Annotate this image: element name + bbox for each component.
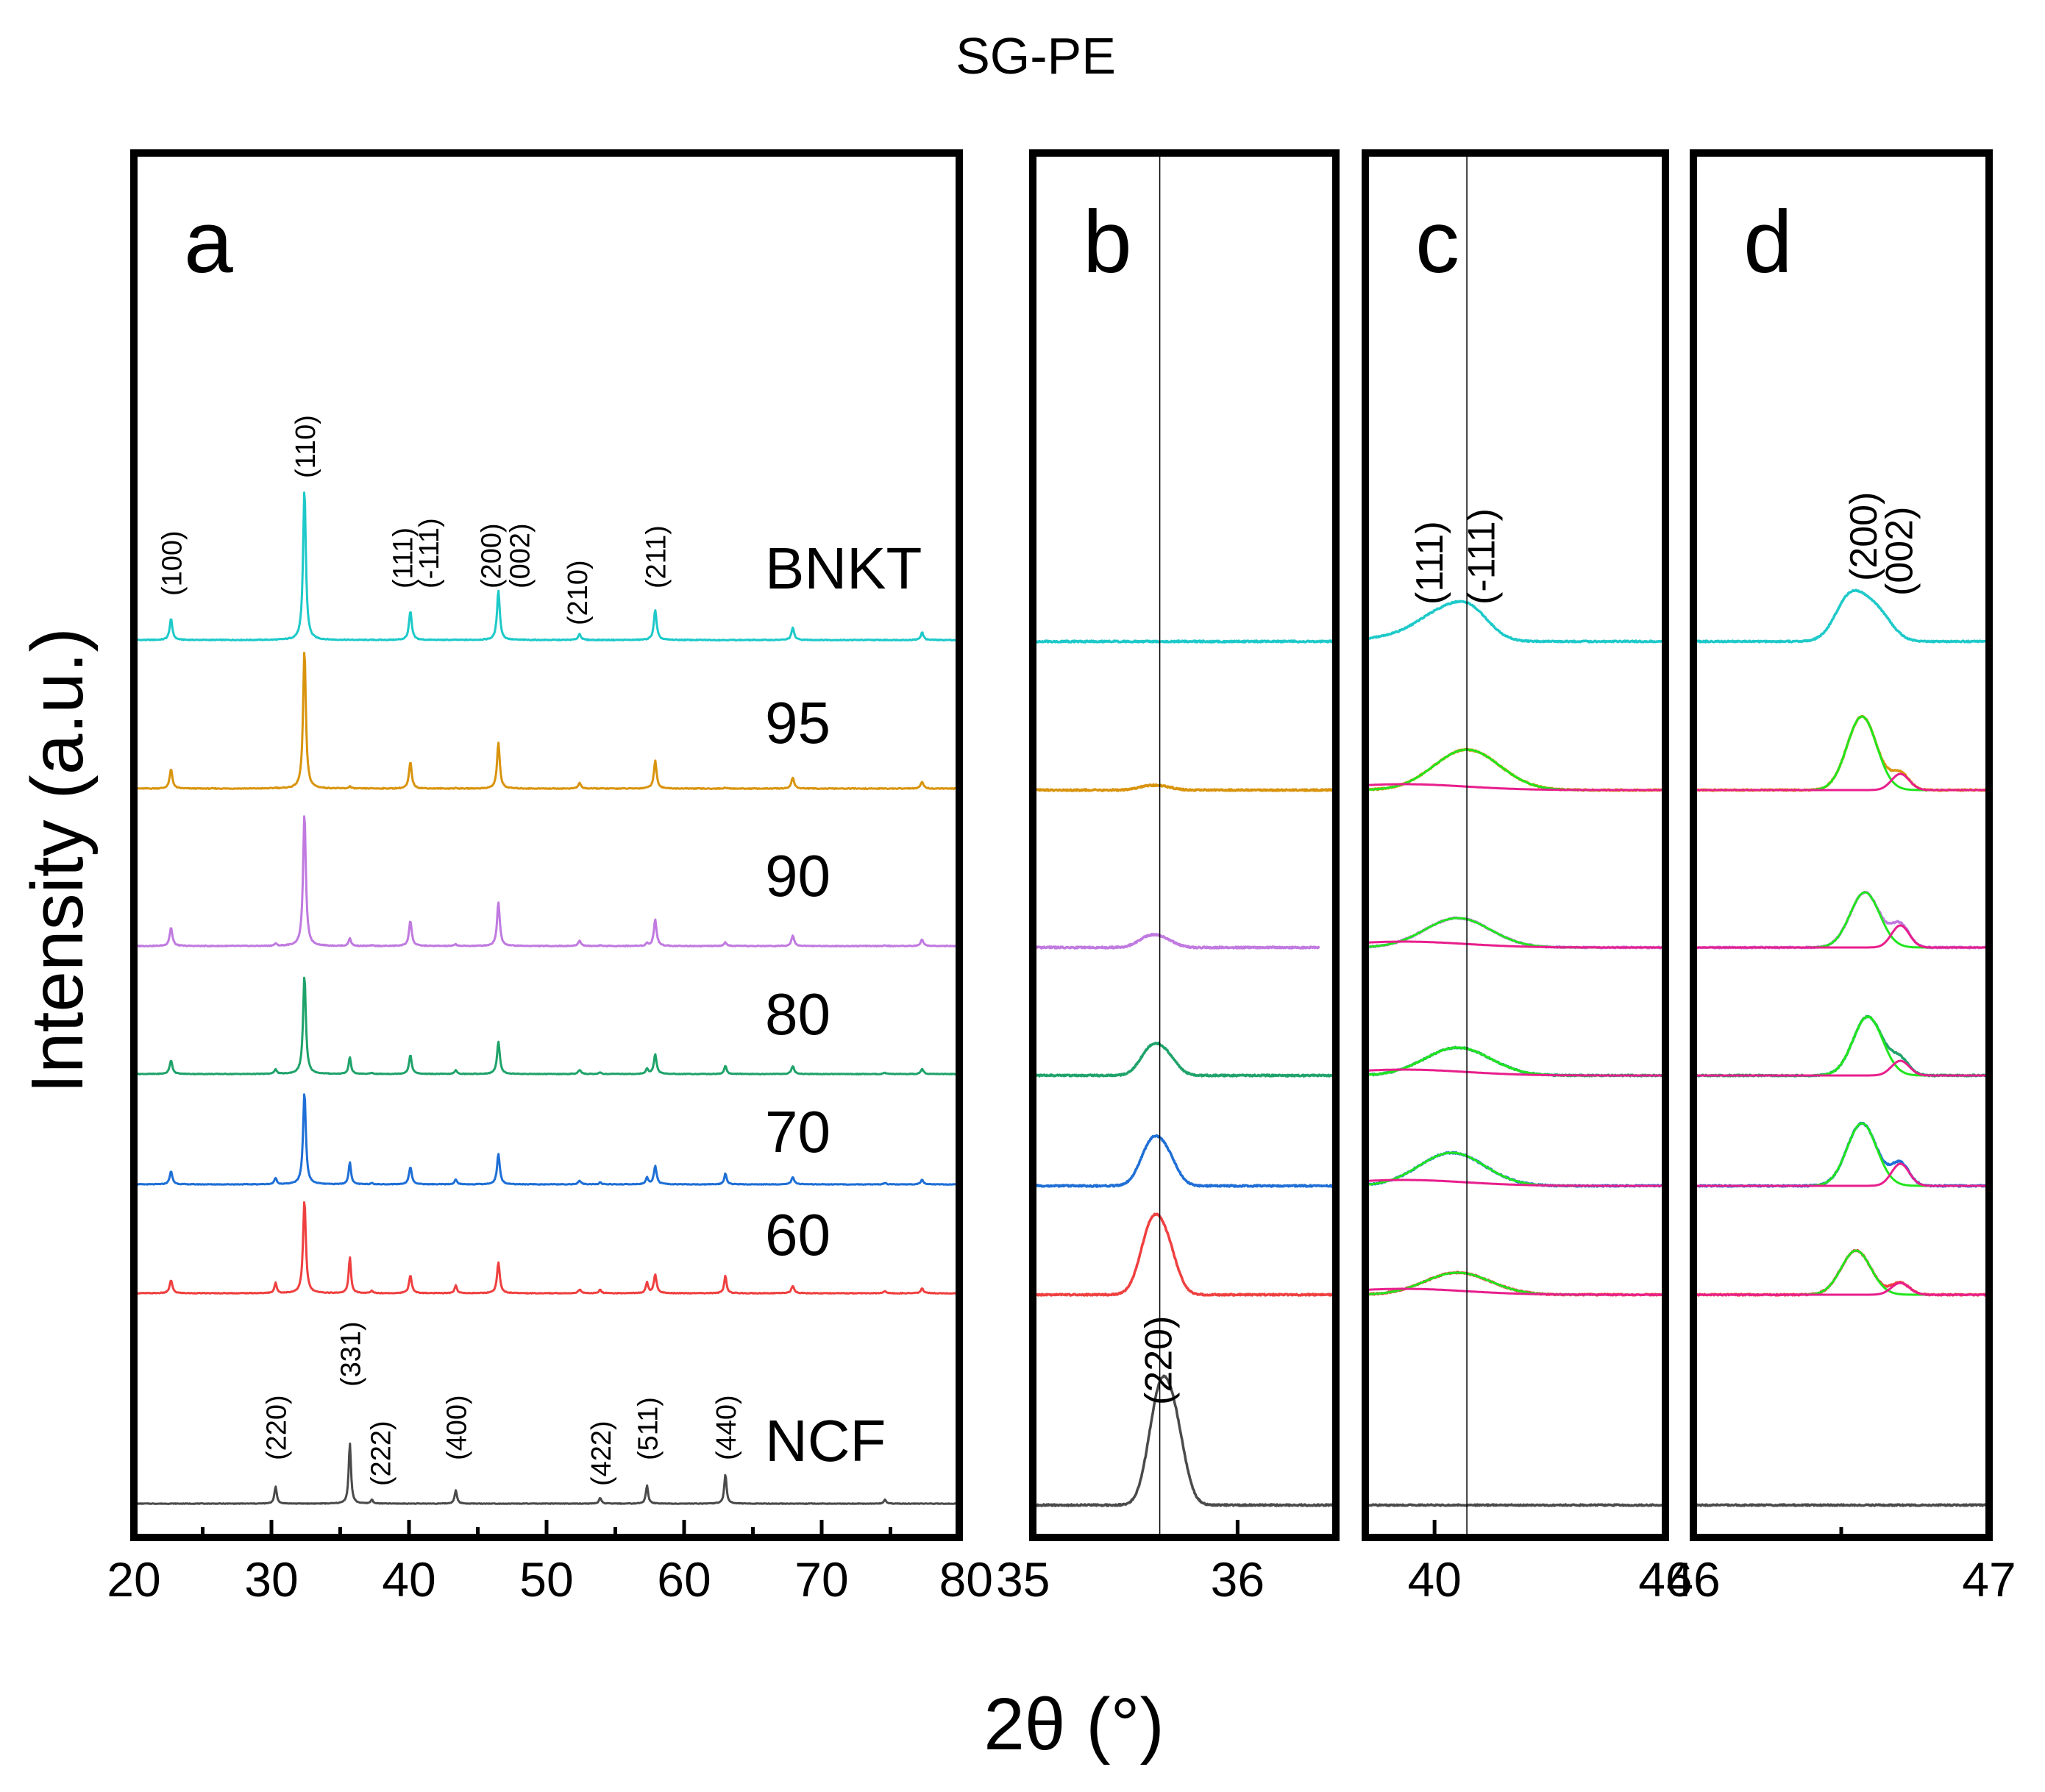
- tick-label-b-1: 36: [1211, 1552, 1265, 1607]
- sample-label-80: 80: [765, 981, 831, 1047]
- panel-c-line-80: [1365, 1045, 1665, 1078]
- pattern-line-70: [134, 1093, 959, 1186]
- hkl-label-ncf-4: (422): [586, 1421, 617, 1486]
- panel-b-line-80: [1033, 1041, 1336, 1078]
- panel-d-line-NCF: [1693, 1503, 1989, 1507]
- tick-label-a-4: 60: [657, 1552, 711, 1607]
- panel-c-line-90: [1365, 916, 1665, 950]
- panel-d-fit-green-95: [1693, 715, 1989, 792]
- tick-label-a-2: 40: [382, 1552, 435, 1607]
- panel-c-hkl-label-0: (111): [1409, 521, 1451, 605]
- hkl-label-ncf-1: (331): [336, 1321, 367, 1387]
- panel-b-line-60: [1033, 1212, 1336, 1297]
- panel-d-line-95: [1693, 714, 1989, 792]
- sample-label-BNKT: BNKT: [765, 536, 922, 601]
- tick-label-d-0: 46: [1666, 1552, 1720, 1607]
- panel-c-fit-pink-60: [1365, 1287, 1665, 1296]
- tick-label-a-0: 20: [107, 1552, 160, 1607]
- panel-d-fit-green-70: [1693, 1122, 1989, 1187]
- panel-d-fit-pink-70: [1693, 1162, 1989, 1187]
- panel-d-hkl-label-1: (002): [1878, 507, 1921, 596]
- panel-c-fit-pink-80: [1365, 1068, 1665, 1077]
- tick-label-c-0: 40: [1407, 1552, 1461, 1607]
- hkl-label-ncf-5: (511): [633, 1397, 664, 1460]
- tick-label-a-5: 70: [794, 1552, 848, 1607]
- panel-c-fit-pink-95: [1365, 783, 1665, 792]
- panel-d-line-60: [1693, 1248, 1989, 1297]
- panel-d-line-90: [1693, 890, 1989, 950]
- panel-b-line-90: [1033, 932, 1320, 950]
- tick-label-a-6: 80: [939, 1552, 993, 1607]
- pattern-line-60: [134, 1201, 959, 1295]
- sample-label-95: 95: [765, 690, 831, 755]
- hkl-label-bnkt-4: (200): [476, 523, 507, 589]
- tick-label-d-1: 47: [1962, 1552, 2016, 1607]
- panel-frame-c: [1362, 149, 1669, 1541]
- panel-c-line-NCF: [1365, 1503, 1665, 1507]
- tick-label-a-3: 50: [519, 1552, 573, 1607]
- hkl-label-ncf-2: (222): [366, 1421, 397, 1486]
- hkl-label-bnkt-0: (100): [157, 530, 188, 596]
- panel-b-hkl-label: (220): [1138, 1316, 1181, 1405]
- hkl-label-bnkt-6: (210): [563, 560, 594, 625]
- pattern-line-NCF: [134, 1443, 959, 1505]
- panel-b-line-BNKT: [1033, 639, 1336, 644]
- panel-d-fit-pink-80: [1693, 1059, 1989, 1077]
- panel-d-line-BNKT: [1693, 589, 1989, 644]
- hkl-label-bnkt-2: (111): [388, 527, 419, 589]
- y-axis-title: Intensity (a.u.): [16, 627, 99, 1094]
- pattern-line-BNKT: [134, 491, 959, 642]
- panel-c-line-60: [1365, 1270, 1665, 1297]
- panel-d-fit-pink-90: [1693, 924, 1989, 949]
- hkl-label-bnkt-3: (-111): [414, 518, 445, 589]
- panel-frame-b: [1029, 149, 1340, 1541]
- panel-label-d: d: [1743, 193, 1793, 291]
- panel-d-hkl-label-0: (200): [1843, 492, 1885, 581]
- tick-label-c-1: 46: [1638, 1552, 1692, 1607]
- panel-d-fit-pink-95: [1693, 772, 1989, 792]
- panel-c-fit-pink-90: [1365, 940, 1665, 949]
- panel-label-c: c: [1415, 193, 1459, 291]
- sample-label-NCF: NCF: [765, 1408, 886, 1473]
- tick-label-a-1: 30: [244, 1552, 298, 1607]
- hkl-label-ncf-6: (440): [711, 1395, 742, 1460]
- panel-d-fit-pink-60: [1693, 1281, 1989, 1296]
- figure-title: SG-PE: [956, 27, 1116, 85]
- hkl-label-bnkt-5: (002): [505, 523, 536, 589]
- panel-label-b: b: [1083, 193, 1132, 291]
- pattern-line-95: [134, 652, 959, 790]
- pattern-line-90: [134, 815, 959, 947]
- panel-d-line-80: [1693, 1014, 1989, 1078]
- sample-label-70: 70: [765, 1099, 831, 1165]
- panel-c-fit-pink-70: [1365, 1178, 1665, 1187]
- x-axis-title: 2θ (°): [984, 1683, 1164, 1766]
- panel-d-fit-green-90: [1693, 891, 1989, 949]
- panel-d-fit-green-60: [1693, 1249, 1989, 1296]
- panel-c-line-BNKT: [1365, 600, 1665, 644]
- panel-frame-a: [130, 149, 963, 1541]
- panel-d-fit-green-80: [1693, 1015, 1989, 1077]
- sample-label-90: 90: [765, 843, 831, 909]
- sample-label-60: 60: [765, 1202, 831, 1267]
- tick-label-b-0: 35: [996, 1552, 1050, 1607]
- hkl-label-ncf-0: (220): [262, 1395, 293, 1460]
- panel-b-line-95: [1033, 783, 1336, 792]
- panel-frame-d: [1690, 149, 1993, 1541]
- panel-b-line-70: [1033, 1134, 1336, 1188]
- panel-c-hkl-label-1: (-111): [1461, 508, 1504, 605]
- hkl-label-ncf-3: (400): [442, 1395, 473, 1460]
- pattern-line-80: [134, 976, 959, 1075]
- panel-b-line-NCF: [1033, 1374, 1336, 1507]
- hkl-label-bnkt-1: (110): [291, 415, 321, 478]
- hkl-label-bnkt-7: (211): [641, 525, 672, 589]
- panel-d-line-70: [1693, 1121, 1989, 1188]
- panel-c-fit-green-80: [1365, 1046, 1665, 1077]
- panel-label-a: a: [184, 193, 233, 291]
